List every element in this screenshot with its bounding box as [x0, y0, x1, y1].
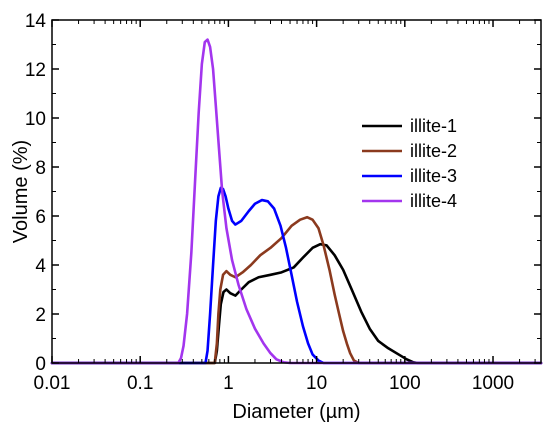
- series-line-2: [50, 215, 543, 365]
- plot-lines: [50, 38, 543, 365]
- y-tick-label: 6: [35, 207, 46, 228]
- legend: illite-1 illite-2 illite-3 illite-4: [362, 116, 457, 211]
- x-axis-title: Diameter (µm): [232, 401, 360, 423]
- y-tick-label: 0: [35, 354, 46, 375]
- y-tick-label: 4: [35, 256, 46, 277]
- y-tick-label: 12: [25, 60, 46, 81]
- y-tick-label: 8: [35, 158, 46, 179]
- y-tick-label: 14: [25, 11, 47, 32]
- legend-label-1: illite-1: [410, 116, 457, 136]
- y-axis-title: Volume (%): [10, 140, 32, 243]
- legend-label-2: illite-2: [410, 141, 457, 161]
- series-line-4: [50, 38, 543, 365]
- y-axis: 0 2 4 6 8 10 12 14: [25, 11, 541, 375]
- x-tick-label: 0.1: [127, 373, 153, 394]
- y-tick-label: 2: [35, 305, 46, 326]
- legend-label-3: illite-3: [410, 166, 457, 186]
- y-tick-label: 10: [25, 109, 46, 130]
- x-tick-label: 100: [389, 373, 421, 394]
- series-line-1: [50, 242, 543, 365]
- x-axis: 0.01 0.1 1 10 100 1000: [34, 20, 536, 394]
- x-tick-label: 0.01: [34, 373, 71, 394]
- legend-label-4: illite-4: [410, 191, 457, 211]
- x-tick-label: 1: [223, 373, 234, 394]
- series-line-3: [50, 186, 543, 365]
- x-tick-label: 1000: [472, 373, 514, 394]
- x-tick-label: 10: [306, 373, 327, 394]
- plot-frame: [51, 19, 542, 364]
